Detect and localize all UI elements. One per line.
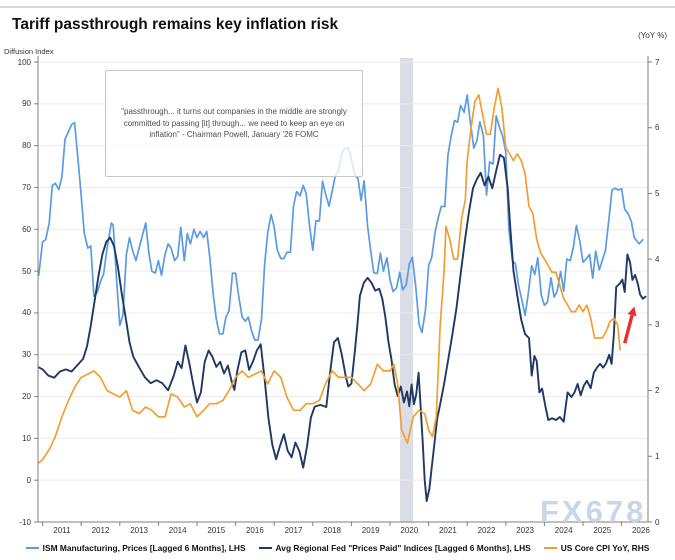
legend-item-ism: ISM Manufacturing, Prices [Lagged 6 Mont…	[25, 543, 246, 553]
x-axis-year-label: 2020	[400, 526, 419, 535]
trend-arrow-head-icon	[627, 306, 637, 317]
right-axis-tick-label: 4	[655, 254, 660, 264]
x-axis-year-label: 2022	[477, 526, 496, 535]
left-axis-tick-label: -10	[19, 517, 31, 527]
legend-item-core-cpi: US Core CPI YoY, RHS	[543, 543, 649, 553]
x-axis-year-label: 2025	[593, 526, 612, 535]
chart-title: Tariff passthrough remains key inflation…	[12, 16, 339, 33]
right-axis-tick-label: 0	[655, 517, 660, 527]
left-axis-tick-label: 20	[22, 392, 31, 402]
powell-quote-text: "passthrough... it turns out companies i…	[121, 106, 347, 140]
x-axis-year-label: 2018	[323, 526, 341, 535]
x-axis-year-label: 2021	[438, 526, 457, 535]
left-axis-tick-label: 80	[22, 141, 31, 151]
x-axis-year-label: 2026	[631, 526, 650, 535]
x-axis-year-label: 2011	[53, 526, 71, 535]
right-axis-tick-label: 5	[655, 188, 660, 198]
left-axis-tick-label: 40	[22, 308, 31, 318]
right-axis-tick-label: 3	[655, 320, 660, 330]
x-axis-year-label: 2015	[207, 526, 226, 535]
left-axis-tick-label: 70	[22, 182, 31, 192]
left-axis-tick-label: 30	[22, 350, 31, 360]
line-chart-plot	[34, 56, 652, 526]
x-axis-year-label: 2014	[168, 526, 187, 535]
fx678-watermark: FX678	[540, 494, 647, 529]
top-divider	[0, 6, 675, 8]
x-axis-year-label: 2024	[554, 526, 573, 535]
legend-dash-icon	[543, 546, 557, 550]
left-axis-tick-label: 50	[22, 266, 31, 276]
x-axis-year-label: 2023	[516, 526, 534, 535]
trend-arrow-shaft	[623, 314, 634, 344]
left-axis-tick-label: 60	[22, 224, 31, 234]
x-axis-year-label: 2013	[130, 526, 148, 535]
series-line-1	[37, 153, 647, 503]
left-axis-unit-label: Diffusion Index	[4, 47, 54, 56]
x-axis-year-label: 2012	[91, 526, 110, 535]
legend-dash-icon	[258, 546, 272, 550]
x-axis-year-label: 2019	[361, 526, 380, 535]
chart-legend: ISM Manufacturing, Prices [Lagged 6 Mont…	[0, 543, 675, 553]
right-axis-tick-label: 6	[655, 123, 660, 133]
left-axis-tick-label: 100	[17, 57, 31, 67]
right-axis-tick-label: 2	[655, 386, 660, 396]
x-axis-year-label: 2016	[245, 526, 264, 535]
right-axis-tick-label: 1	[655, 451, 660, 461]
left-axis-tick-label: 10	[22, 433, 31, 443]
left-axis-tick-label: 90	[22, 99, 31, 109]
right-axis-unit-label: (YoY %)	[638, 31, 667, 40]
left-axis-tick-label: 0	[26, 475, 31, 485]
legend-dash-icon	[25, 546, 39, 550]
x-axis-year-label: 2017	[284, 526, 303, 535]
right-axis-tick-label: 7	[655, 57, 660, 67]
legend-item-regional-fed: Avg Regional Fed "Prices Paid" Indices […	[258, 543, 531, 553]
powell-quote-annotation: "passthrough... it turns out companies i…	[105, 70, 363, 177]
series-line-2	[37, 87, 621, 464]
